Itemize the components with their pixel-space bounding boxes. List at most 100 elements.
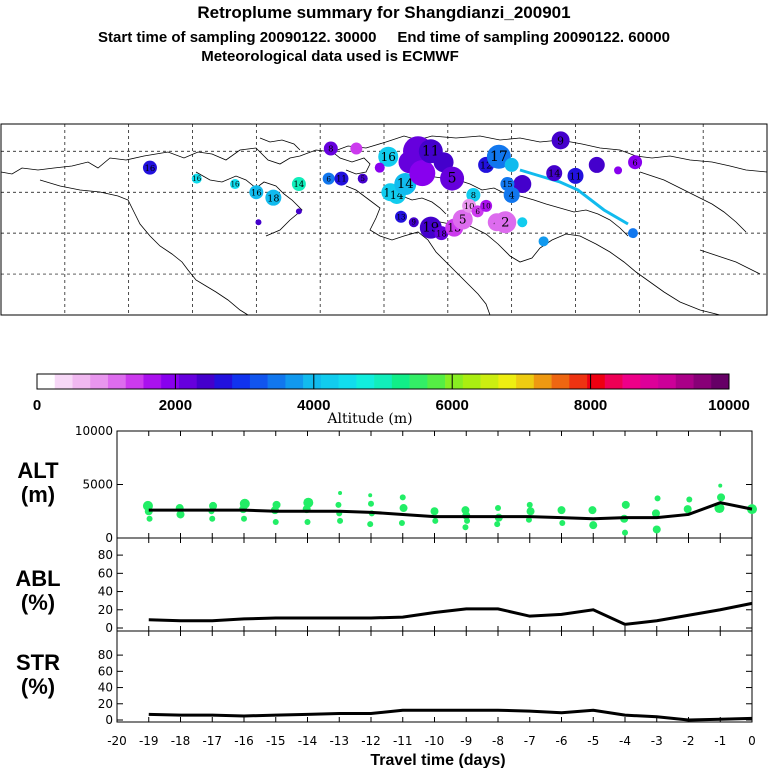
x-tick-label: -16 [234, 734, 254, 748]
altitude-dot [432, 517, 439, 524]
plume-marker [357, 173, 368, 184]
colorbar-cell [107, 374, 127, 389]
marker-label: 16 [231, 180, 240, 188]
y-tick-label: 40 [98, 681, 113, 695]
str-line [148, 708, 753, 722]
plume-marker [323, 141, 338, 156]
plume-marker [249, 185, 264, 200]
marker-label: 14 [397, 177, 414, 192]
plume-marker [291, 177, 306, 192]
altitude-dot [338, 491, 343, 496]
abl-unit: (%) [21, 590, 55, 615]
altitude-dot [714, 503, 725, 514]
abl-panel: 0 20 40 60 80 [98, 537, 753, 635]
altitude-dot [399, 494, 406, 501]
trajectory-path [519, 168, 629, 226]
colorbar-cell [72, 374, 91, 389]
altitude-dot [399, 504, 408, 513]
altitude-dot [303, 497, 314, 508]
x-tick-label: -14 [298, 734, 318, 748]
x-tick-label: -3 [651, 734, 663, 748]
colorbar-cell [587, 374, 606, 389]
colorbar-cell [374, 374, 393, 389]
colorbar-cell [356, 374, 375, 389]
plume-marker [378, 146, 399, 167]
colorbar-cell [551, 374, 570, 389]
altitude-dot [559, 520, 566, 527]
x-tick-label: -20 [107, 734, 127, 748]
y-tick-label: 20 [98, 603, 113, 617]
colorbar-cell [427, 374, 446, 389]
altitude-dot [526, 501, 533, 508]
x-tick-label: -1 [714, 734, 726, 748]
plume-marker [334, 171, 349, 186]
y-tick-label: 20 [98, 697, 113, 711]
marker-label: 4 [509, 191, 515, 202]
colorbar-cell [338, 374, 357, 389]
colorbar-cell [409, 374, 428, 389]
altitude-dot [209, 501, 218, 510]
met-data-source: Meteorological data used is ECMWF [201, 48, 459, 65]
altitude-dot [686, 496, 693, 503]
marker-label: 18 [267, 193, 279, 204]
colorbar-cell [622, 374, 641, 389]
x-tick-label: -18 [171, 734, 191, 748]
colorbar-tick-label: 0 [33, 397, 41, 414]
altitude-dot [526, 507, 535, 516]
alt-panel: 0 5000 10000 [75, 424, 757, 545]
plume-marker [466, 187, 481, 202]
colorbar-cell [214, 374, 233, 389]
colorbar-tick-label: 6000 [436, 397, 469, 414]
x-tick-label: -12 [361, 734, 381, 748]
x-axis-label: Travel time (days) [370, 752, 505, 768]
colorbar-cell [161, 374, 180, 389]
x-tick-label: -7 [524, 734, 536, 748]
alt-title: ALT [17, 458, 59, 483]
str-unit: (%) [21, 674, 55, 699]
marker-label: 17 [490, 149, 508, 165]
marker-label: 8 [471, 190, 476, 200]
plume-marker [408, 217, 419, 228]
colorbar-cell [445, 374, 464, 389]
str-panel: 0 20 40 60 80 [98, 630, 753, 727]
panel-frame [116, 537, 753, 632]
colorbar-tick-label: 8000 [574, 397, 607, 414]
plume-marker [567, 167, 584, 184]
altitude-dot [335, 501, 342, 508]
plume-marker [627, 228, 638, 239]
y-tick-label: 60 [98, 664, 113, 678]
altitude-dot [651, 509, 660, 518]
marker-label: 5 [360, 175, 364, 183]
plume-marker [191, 173, 202, 184]
y-tick-label: 60 [98, 566, 113, 580]
marker-label: 16 [251, 187, 262, 197]
altitude-dot [430, 507, 439, 516]
x-tick-label: -5 [587, 734, 599, 748]
plume-marker [500, 177, 515, 192]
altitude-dot [717, 493, 726, 502]
altitude-dot [557, 506, 566, 515]
plume-marker [471, 205, 484, 218]
colorbar-cell [658, 374, 677, 389]
colorbar-cell [498, 374, 517, 389]
x-tick-label: -8 [492, 734, 504, 748]
plume-marker [409, 160, 436, 187]
colorbar-cell [90, 374, 109, 389]
marker-label: 11 [336, 174, 347, 184]
altitude-dot [241, 515, 247, 522]
colorbar-cell [569, 374, 588, 389]
plume-marker [265, 189, 282, 206]
plume-marker [628, 155, 643, 170]
x-tick-label: -17 [202, 734, 222, 748]
y-tick-label: 80 [98, 548, 113, 562]
marker-label: 9 [557, 134, 564, 147]
altitude-dot [683, 505, 692, 514]
colorbar-tick-label: 2000 [159, 397, 192, 414]
colorbar-label: Altitude (m) [326, 411, 412, 427]
y-tick-label: 80 [98, 648, 113, 662]
plume-marker [440, 166, 465, 191]
altitude-dot [622, 529, 628, 536]
plume-marker [551, 131, 570, 150]
altitude-dot [176, 510, 185, 519]
marker-label: 8 [328, 144, 333, 154]
